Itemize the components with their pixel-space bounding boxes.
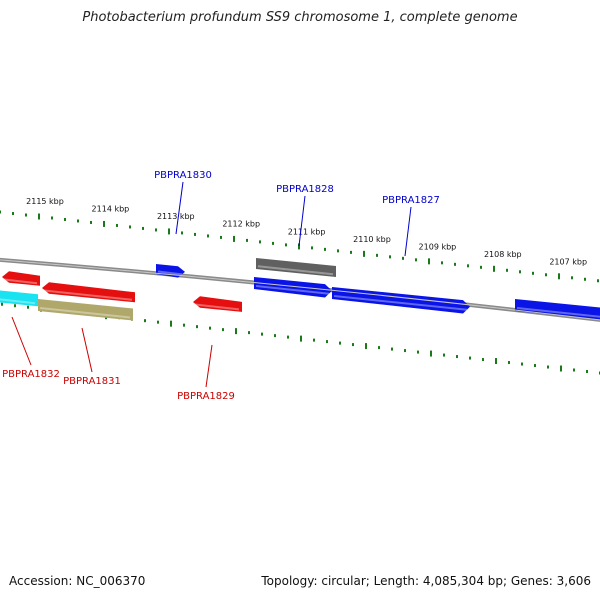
kbp-label: 2114 kbp (92, 205, 130, 214)
gene-shading (194, 303, 240, 311)
kbp-label: 2108 kbp (484, 250, 522, 259)
kbp-label: 2107 kbp (549, 257, 587, 266)
gene-label-group: PBPRA1830PBPRA1828PBPRA1827PBPRA1832PBPR… (2, 170, 440, 402)
topology-text: Topology: circular; Length: 4,085,304 bp… (261, 574, 591, 588)
accession-text: Accession: NC_006370 (9, 574, 146, 588)
gene-leader-line (81, 327, 93, 373)
gene-leader-line (11, 316, 32, 366)
gene-feature-blue (332, 287, 470, 314)
kbp-label: 2110 kbp (353, 235, 391, 244)
gene-label[interactable]: PBPRA1828 (276, 184, 334, 195)
gene-leader-line (298, 195, 306, 247)
gene-leader-line (205, 344, 213, 388)
kbp-label: 2113 kbp (157, 212, 195, 221)
gene-shading (255, 285, 330, 295)
gene-label[interactable]: PBPRA1829 (177, 391, 235, 402)
gene-shading (43, 289, 133, 301)
outer-tick-ring (0, 210, 599, 283)
gene-feature-red (42, 282, 135, 303)
gene-feature-gray (256, 258, 336, 277)
gene-shading (157, 270, 183, 276)
gene-feature-olive (38, 299, 133, 321)
gene-label[interactable]: PBPRA1831 (63, 376, 121, 387)
gene-shading (3, 278, 38, 285)
gene-leader-line (404, 206, 412, 257)
gene-feature-red (193, 296, 242, 312)
gene-shading (39, 307, 131, 319)
kbp-label: 2115 kbp (26, 197, 64, 206)
gene-label[interactable]: PBPRA1827 (382, 195, 440, 206)
gene-shading (257, 265, 334, 276)
map-title: Photobacterium profundum SS9 chromosome … (82, 10, 518, 25)
gene-label[interactable]: PBPRA1830 (154, 170, 212, 181)
gene-feature-cyan (0, 290, 38, 307)
kbp-label: 2112 kbp (222, 220, 260, 229)
gene-shading (333, 295, 468, 311)
gene-shading (516, 307, 600, 318)
gene-shading (0, 298, 36, 305)
gene-label[interactable]: PBPRA1832 (2, 369, 60, 380)
gene-leader-line (175, 181, 184, 235)
gene-feature-red (2, 271, 40, 286)
kbp-label: 2109 kbp (419, 242, 457, 251)
kbp-label: 2111 kbp (288, 227, 326, 236)
kbp-label-group: 2115 kbp 2114 kbp 2113 kbp 2112 kbp 2111 kbp… (26, 197, 587, 266)
backbone-highlight (0, 259, 600, 321)
gene-feature-blue (254, 277, 332, 298)
gene-feature-blue (515, 299, 600, 320)
